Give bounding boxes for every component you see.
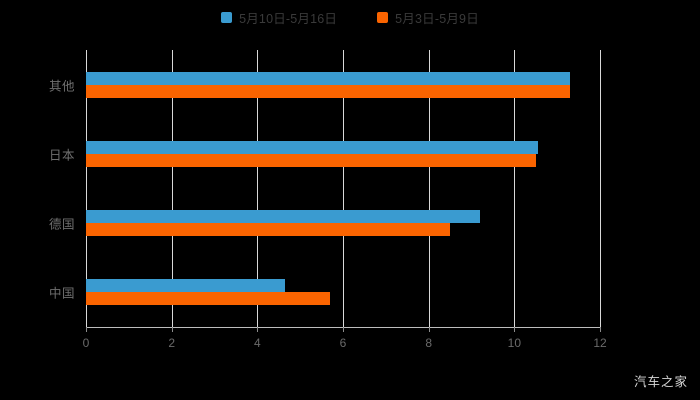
x-tick-label: 8 [425, 336, 432, 350]
legend-label-series-2: 5月3日-5月9日 [395, 12, 479, 26]
gridline [600, 50, 601, 327]
x-tick-mark [343, 327, 344, 332]
x-tick-label: 10 [507, 336, 522, 350]
x-tick-mark [428, 327, 430, 332]
x-tick-mark [257, 327, 259, 332]
bar-series-2[interactable] [86, 292, 331, 306]
bar-group: 中国 [49, 279, 600, 306]
gridline [514, 50, 516, 327]
bar-series-2[interactable] [86, 84, 571, 98]
chart-legend: 5月10日-5月16日 5月3日-5月9日 [0, 8, 700, 27]
bar-series-1[interactable] [86, 140, 538, 154]
bar-series-1[interactable] [86, 71, 571, 85]
legend-item-series-1[interactable]: 5月10日-5月16日 [221, 8, 337, 27]
legend-label-series-1: 5月10日-5月16日 [239, 12, 338, 26]
gridline [171, 50, 173, 327]
gridline [428, 50, 430, 327]
category-label: 德国 [48, 217, 75, 232]
gridline [86, 50, 87, 327]
legend-item-series-2[interactable]: 5月3日-5月9日 [377, 8, 479, 27]
gridline [257, 50, 259, 327]
x-tick-mark [86, 327, 87, 332]
category-label: 中国 [48, 286, 75, 301]
plot-area: 其他 日本 德国 中国 [49, 50, 601, 327]
x-tick-mark [514, 327, 516, 332]
category-label: 其他 [48, 79, 75, 94]
x-tick-label: 0 [82, 336, 90, 350]
x-tick-mark [600, 327, 601, 332]
bar-series-1[interactable] [86, 279, 286, 293]
bar-series-2[interactable] [86, 153, 536, 167]
square-icon [221, 12, 233, 23]
watermark: 汽车之家 [633, 375, 688, 389]
x-tick-mark [171, 327, 173, 332]
category-label: 日本 [48, 148, 75, 163]
bar-series-1[interactable] [86, 210, 481, 224]
x-tick-label: 4 [253, 336, 261, 350]
bar-group: 其他 [49, 71, 600, 98]
bar-group: 日本 [49, 140, 600, 167]
x-tick-label: 12 [593, 336, 607, 350]
x-tick-label: 2 [168, 336, 175, 350]
bar-series-2[interactable] [86, 223, 451, 237]
x-tick-label: 6 [339, 336, 347, 350]
square-icon [377, 12, 389, 23]
bar-group: 德国 [49, 210, 600, 237]
gridline [343, 50, 344, 327]
